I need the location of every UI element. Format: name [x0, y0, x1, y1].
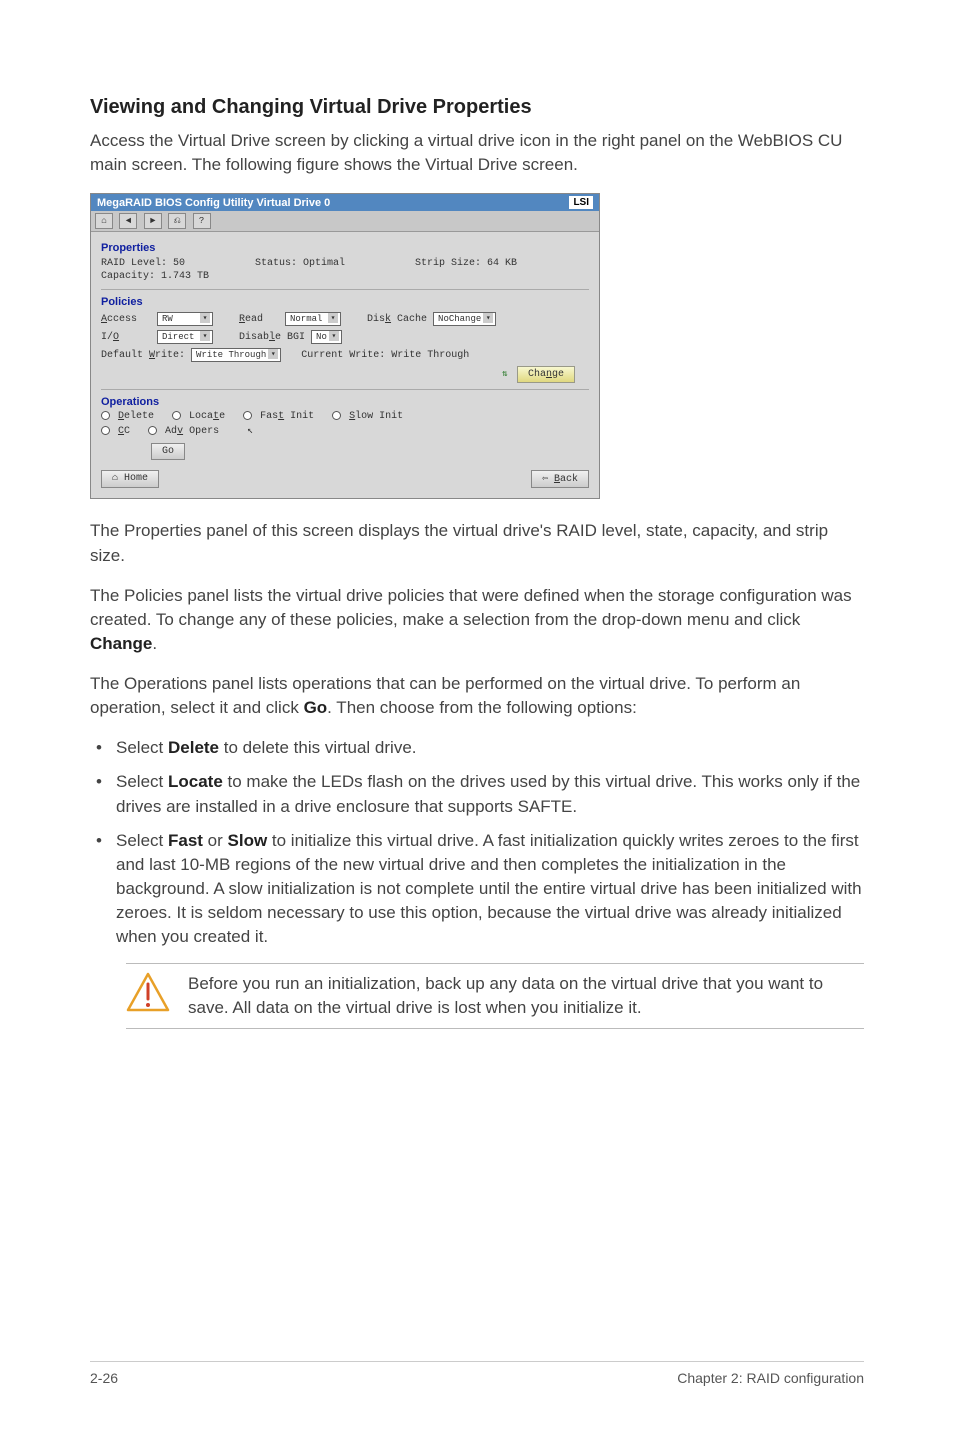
access-label: Access	[101, 314, 151, 325]
back-button[interactable]: ⇦ Back	[531, 470, 589, 488]
help-icon[interactable]: ?	[193, 213, 211, 229]
delete-radio[interactable]: Delete	[101, 411, 154, 422]
list-item: Select Fast or Slow to initialize this v…	[116, 829, 864, 950]
read-label: Read	[239, 314, 279, 325]
back-icon[interactable]: ◄	[119, 213, 137, 229]
io-label: I/O	[101, 332, 151, 343]
read-select[interactable]: Normal	[285, 312, 341, 326]
forward-icon[interactable]: ►	[144, 213, 162, 229]
page-number: 2-26	[90, 1370, 118, 1386]
warning-callout: Before you run an initialization, back u…	[126, 963, 864, 1029]
locate-radio[interactable]: Locate	[172, 411, 225, 422]
warning-text: Before you run an initialization, back u…	[188, 972, 864, 1020]
change-button[interactable]: Change	[517, 366, 575, 383]
access-select[interactable]: RW	[157, 312, 213, 326]
slow-init-radio[interactable]: Slow Init	[332, 411, 403, 422]
policies-title: Policies	[101, 296, 589, 308]
default-write-label: Default Write:	[101, 350, 185, 361]
raid-level: RAID Level: 50	[101, 257, 185, 270]
properties-title: Properties	[101, 242, 589, 254]
disk-cache-select[interactable]: NoChange	[433, 312, 496, 326]
disable-bgi-select[interactable]: No	[311, 330, 342, 344]
lsi-logo: LSI	[569, 196, 593, 209]
capacity: Capacity: 1.743 TB	[101, 270, 589, 283]
cursor-icon: ↖	[247, 425, 253, 437]
policies-paragraph: The Policies panel lists the virtual dri…	[90, 584, 864, 656]
adv-opers-radio[interactable]: Adv Opers	[148, 426, 219, 437]
chapter-label: Chapter 2: RAID configuration	[677, 1370, 864, 1386]
list-item: Select Delete to delete this virtual dri…	[116, 736, 864, 760]
section-heading: Viewing and Changing Virtual Drive Prope…	[90, 96, 864, 119]
titlebar-text: MegaRAID BIOS Config Utility Virtual Dri…	[97, 197, 330, 209]
disable-bgi-label: Disable BGI	[239, 332, 305, 343]
go-button[interactable]: Go	[151, 443, 185, 460]
strip-size: Strip Size: 64 KB	[415, 257, 517, 270]
fast-init-radio[interactable]: Fast Init	[243, 411, 314, 422]
panel-body: Properties RAID Level: 50 Status: Optima…	[91, 232, 599, 498]
operations-title: Operations	[101, 396, 589, 408]
intro-paragraph: Access the Virtual Drive screen by click…	[90, 129, 864, 177]
disk-cache-label: Disk Cache	[367, 314, 427, 325]
virtual-drive-screenshot: MegaRAID BIOS Config Utility Virtual Dri…	[90, 193, 600, 499]
properties-paragraph: The Properties panel of this screen disp…	[90, 519, 864, 567]
page-footer: 2-26 Chapter 2: RAID configuration	[90, 1361, 864, 1386]
change-icon: ⇅	[502, 369, 507, 379]
warning-icon	[126, 972, 170, 1012]
status: Status: Optimal	[255, 257, 345, 270]
cc-radio[interactable]: CC	[101, 426, 130, 437]
operations-paragraph: The Operations panel lists operations th…	[90, 672, 864, 720]
current-write: Current Write: Write Through	[301, 350, 469, 361]
refresh-icon[interactable]: ⎌	[168, 213, 186, 229]
options-list: Select Delete to delete this virtual dri…	[90, 736, 864, 949]
list-item: Select Locate to make the LEDs flash on …	[116, 770, 864, 818]
home-icon[interactable]: ⌂	[95, 213, 113, 229]
default-write-select[interactable]: Write Through	[191, 348, 281, 362]
home-button[interactable]: ⌂ Home	[101, 470, 159, 488]
io-select[interactable]: Direct	[157, 330, 213, 344]
titlebar: MegaRAID BIOS Config Utility Virtual Dri…	[91, 194, 599, 211]
toolbar: ⌂ ◄ ► ⎌ ?	[91, 211, 599, 232]
